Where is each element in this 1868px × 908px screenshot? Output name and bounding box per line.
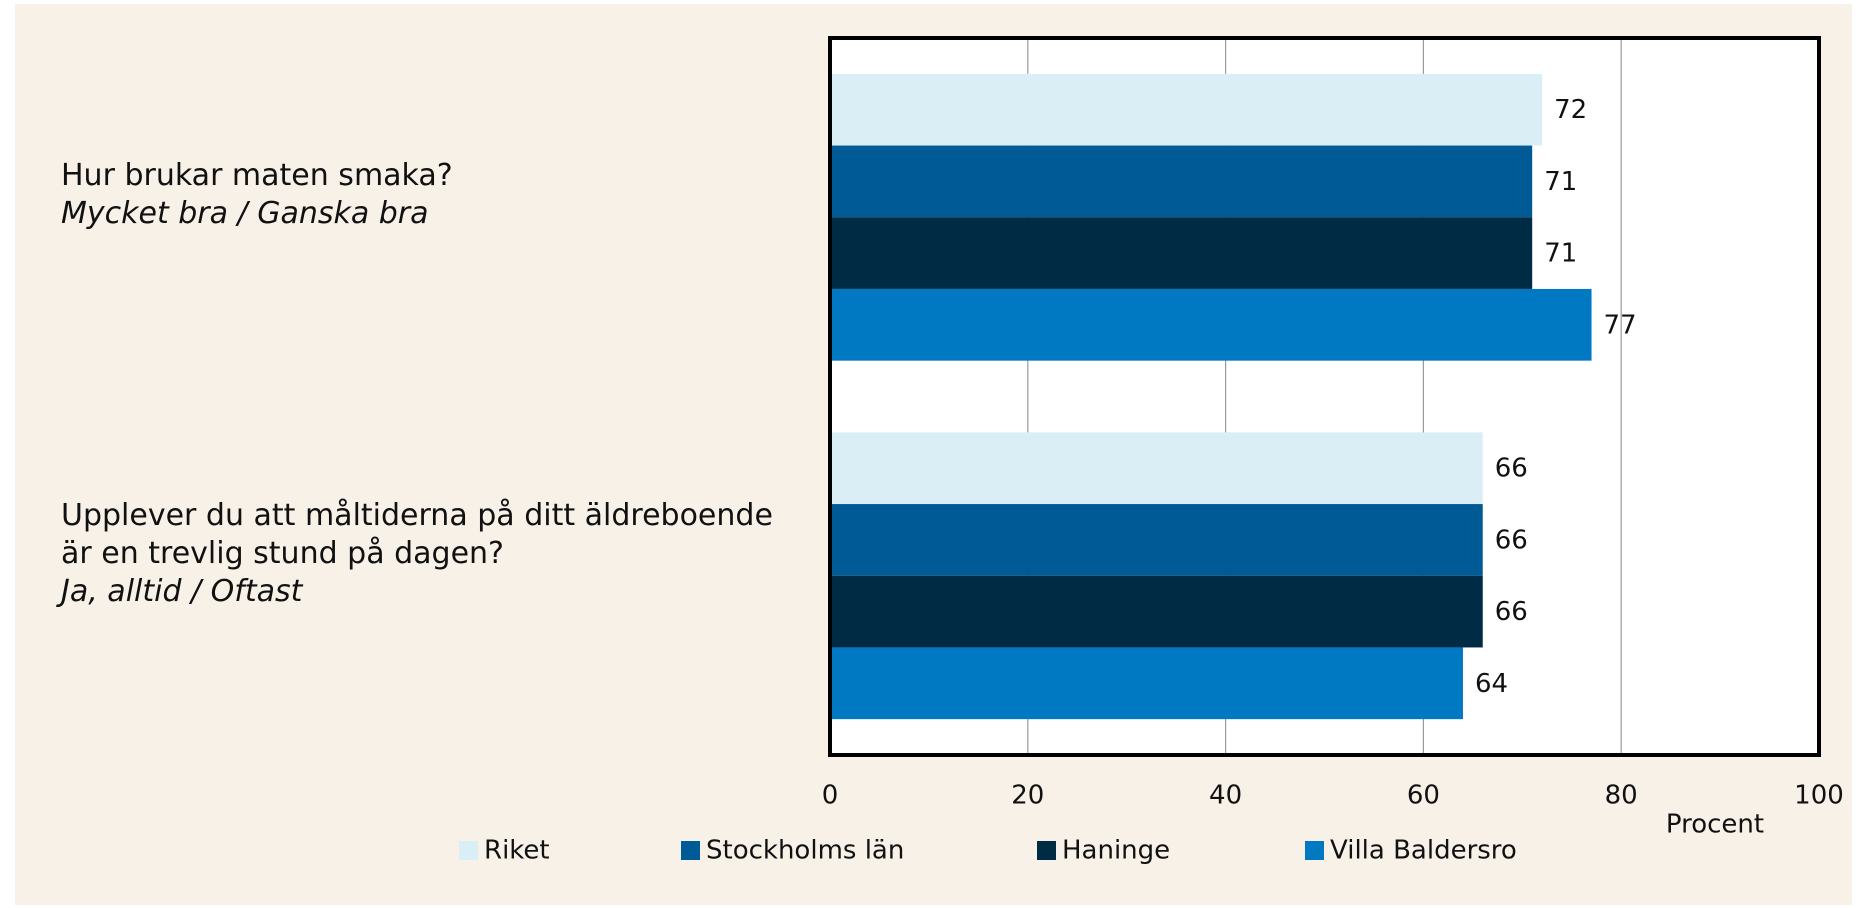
x-axis-label: Procent — [1666, 810, 1764, 840]
value-label: 66 — [1495, 525, 1528, 555]
legend-label: Villa Baldersro — [1330, 836, 1517, 866]
value-label: 77 — [1604, 310, 1637, 340]
x-tick-label: 40 — [1209, 781, 1242, 811]
legend-swatch — [1037, 841, 1056, 860]
legend-label: Stockholms län — [706, 836, 904, 866]
category-question: Hur brukar maten smaka? — [61, 158, 453, 194]
bar — [830, 73, 1543, 146]
x-tick-label: 80 — [1605, 781, 1638, 811]
legend-label: Riket — [484, 836, 550, 866]
value-label: 71 — [1544, 167, 1577, 197]
bar — [830, 647, 1463, 720]
bar — [830, 504, 1483, 576]
category-question: Upplever du att måltiderna på ditt äldre… — [61, 497, 773, 571]
x-tick-label: 100 — [1794, 781, 1844, 811]
legend-swatch — [459, 841, 478, 860]
category-answer: Mycket bra / Ganska bra — [61, 196, 429, 232]
category-label: Hur brukar maten smaka? Mycket bra / Gans… — [61, 157, 801, 233]
plot-border — [828, 36, 1821, 757]
bar — [830, 145, 1533, 218]
bar — [830, 432, 1483, 505]
legend-label: Haninge — [1062, 836, 1170, 866]
bar — [830, 288, 1592, 361]
x-tick-label: 0 — [822, 781, 839, 811]
x-tick-label: 20 — [1011, 781, 1044, 811]
value-label: 66 — [1495, 454, 1528, 484]
category-answer: Ja, alltid / Oftast — [61, 573, 303, 609]
value-label: 64 — [1475, 669, 1508, 699]
value-label: 71 — [1544, 239, 1577, 269]
value-label: 66 — [1495, 597, 1528, 627]
legend-swatch — [1305, 841, 1324, 860]
legend-swatch — [681, 841, 700, 860]
bar — [830, 217, 1533, 289]
value-label: 72 — [1554, 95, 1587, 125]
category-label: Upplever du att måltiderna på ditt äldre… — [61, 497, 801, 611]
bar — [830, 575, 1483, 648]
x-tick-label: 60 — [1407, 781, 1440, 811]
